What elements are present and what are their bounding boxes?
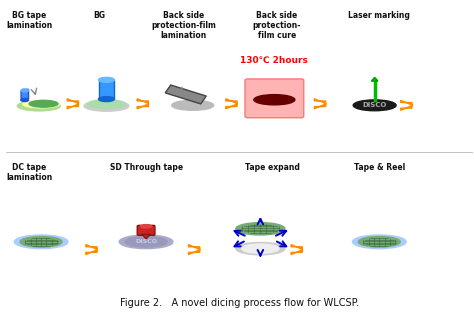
Ellipse shape: [14, 235, 68, 249]
FancyArrow shape: [401, 100, 412, 110]
Text: SD Through tape: SD Through tape: [109, 163, 182, 172]
Ellipse shape: [99, 77, 114, 82]
Ellipse shape: [18, 101, 60, 111]
Ellipse shape: [242, 244, 279, 253]
Ellipse shape: [254, 95, 295, 105]
Text: DC tape
lamination: DC tape lamination: [6, 163, 53, 182]
Ellipse shape: [353, 235, 406, 249]
FancyArrow shape: [226, 99, 237, 109]
Ellipse shape: [87, 100, 126, 108]
Polygon shape: [372, 77, 378, 81]
Text: Figure 2.   A novel dicing process flow for WLCSP.: Figure 2. A novel dicing process flow fo…: [120, 298, 359, 308]
Text: Back side
protection-
film cure: Back side protection- film cure: [253, 11, 301, 40]
Text: DISCO: DISCO: [135, 239, 157, 244]
Ellipse shape: [21, 89, 28, 92]
FancyArrow shape: [291, 244, 303, 254]
Ellipse shape: [23, 100, 59, 108]
Polygon shape: [165, 85, 206, 104]
Ellipse shape: [29, 100, 58, 107]
Ellipse shape: [119, 235, 173, 249]
FancyArrow shape: [189, 244, 200, 254]
Ellipse shape: [172, 100, 214, 110]
Text: Laser marking: Laser marking: [348, 11, 410, 20]
Ellipse shape: [21, 99, 28, 102]
Text: DISCO: DISCO: [363, 102, 387, 108]
Bar: [99, 80, 114, 99]
Text: BG tape
lamination: BG tape lamination: [6, 11, 53, 30]
Ellipse shape: [99, 97, 114, 102]
FancyBboxPatch shape: [137, 225, 155, 235]
Polygon shape: [21, 89, 28, 101]
Text: BG: BG: [93, 11, 105, 20]
FancyArrow shape: [314, 99, 326, 109]
FancyBboxPatch shape: [245, 79, 304, 118]
Text: Back side
protection-film
lamination: Back side protection-film lamination: [151, 11, 216, 40]
Polygon shape: [142, 234, 150, 239]
Text: 130℃ 2hours: 130℃ 2hours: [240, 56, 308, 65]
Ellipse shape: [353, 100, 396, 111]
Ellipse shape: [84, 101, 129, 111]
Ellipse shape: [20, 237, 62, 247]
Ellipse shape: [236, 243, 285, 255]
FancyArrow shape: [137, 99, 149, 109]
Ellipse shape: [140, 225, 152, 228]
Ellipse shape: [358, 237, 401, 247]
Text: Tape expand: Tape expand: [245, 163, 300, 172]
FancyArrow shape: [67, 99, 79, 109]
FancyArrow shape: [86, 244, 98, 254]
Text: Tape & Reel: Tape & Reel: [354, 163, 405, 172]
Ellipse shape: [125, 237, 167, 247]
Ellipse shape: [236, 223, 285, 235]
